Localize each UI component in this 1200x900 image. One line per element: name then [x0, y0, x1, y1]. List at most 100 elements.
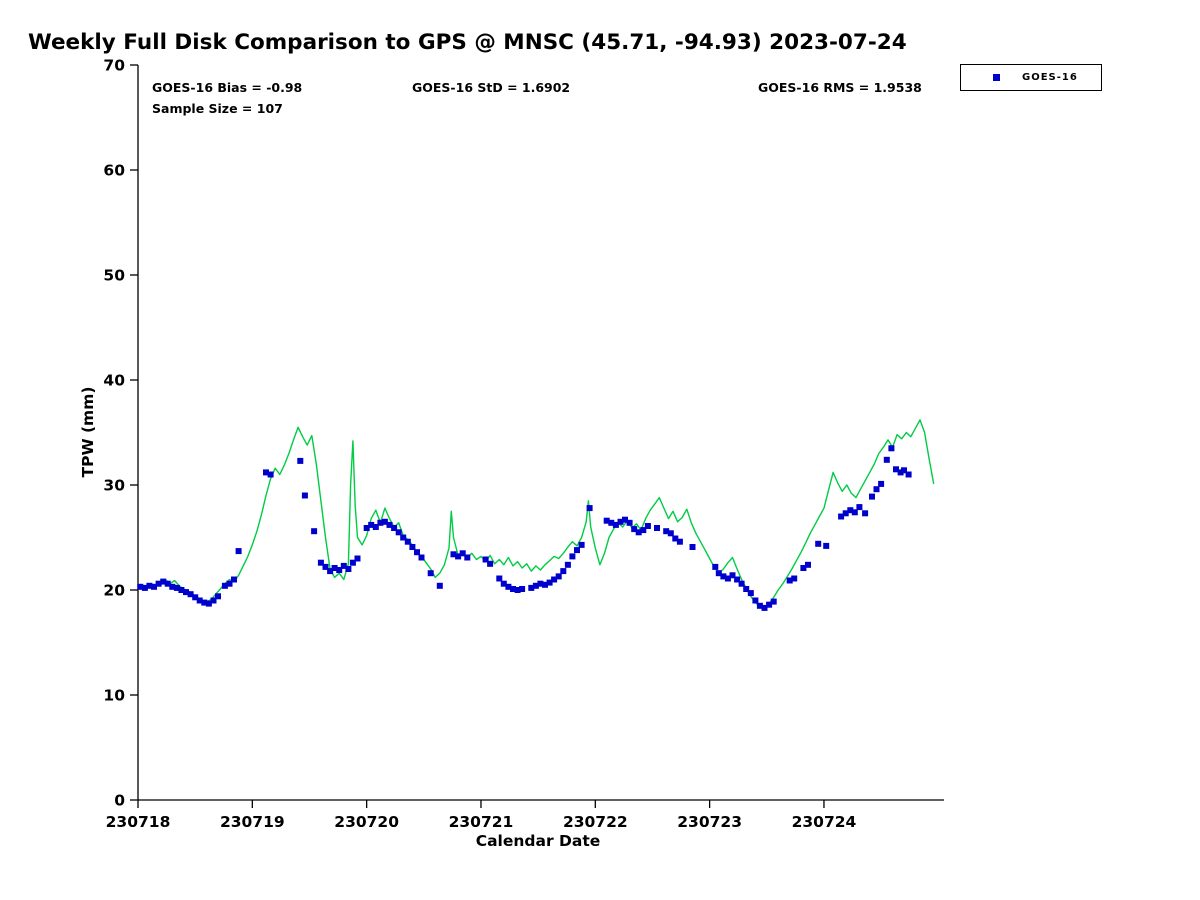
goes16-data-point: [201, 599, 208, 606]
goes16-data-point: [340, 562, 347, 569]
goes16-data-point: [640, 527, 647, 534]
goes16-data-point: [336, 567, 343, 573]
goes16-data-point: [505, 583, 512, 590]
goes16-data-point: [381, 518, 388, 525]
goes16-data-point: [663, 528, 670, 535]
goes16-data-point: [770, 598, 777, 605]
goes16-data-point: [137, 583, 144, 590]
goes16-data-point: [450, 551, 457, 558]
annotation-sample-size: Sample Size = 107: [152, 101, 283, 116]
y-tick-label: 20: [103, 582, 125, 600]
goes16-data-point: [761, 604, 768, 611]
goes16-data-point: [404, 538, 411, 545]
annotation-bias: GOES-16 Bias = -0.98: [152, 80, 303, 95]
goes16-data-point: [427, 570, 434, 577]
goes16-data-point: [729, 572, 736, 579]
goes16-data-point: [196, 597, 203, 604]
goes16-data-point: [528, 584, 535, 591]
goes16-data-point: [192, 594, 199, 601]
goes16-data-point: [766, 601, 773, 608]
goes16-data-point: [496, 575, 503, 582]
legend-label: GOES-16: [1022, 72, 1078, 83]
goes16-data-point: [603, 517, 610, 524]
goes16-data-point: [715, 570, 722, 577]
goes16-data-point: [221, 582, 228, 589]
goes16-data-point: [546, 579, 553, 586]
y-tick-label: 30: [103, 477, 125, 495]
goes16-data-point: [226, 580, 233, 587]
y-axis-label: TPW (mm): [79, 386, 97, 478]
goes16-data-point: [555, 573, 562, 580]
goes16-data-point: [667, 530, 674, 537]
x-tick-label: 230718: [106, 813, 171, 831]
goes16-data-point: [672, 535, 679, 542]
y-tick-label: 70: [103, 57, 125, 75]
goes16-data-point: [676, 538, 683, 545]
goes16-data-point: [842, 510, 849, 517]
goes16-data-point: [897, 469, 904, 476]
goes16-data-point: [231, 576, 237, 583]
goes16-data-point: [838, 513, 845, 520]
goes16-data-point: [712, 563, 719, 570]
goes16-data-point: [869, 493, 875, 500]
goes16-data-point: [464, 554, 471, 561]
goes16-data-point: [141, 584, 148, 591]
goes16-data-point: [747, 590, 754, 597]
goes16-data-point: [569, 553, 576, 560]
goes16-data-point: [612, 521, 619, 528]
goes16-data-point: [626, 519, 633, 526]
goes16-data-point: [791, 575, 798, 582]
goes16-data-point: [537, 580, 544, 587]
goes16-data-point: [720, 573, 727, 580]
goes16-data-point: [311, 528, 318, 535]
goes16-data-point: [901, 467, 907, 474]
goes16-data-point: [155, 580, 162, 587]
goes16-data-point: [391, 525, 398, 531]
goes16-data-point: [542, 581, 548, 588]
y-tick-label: 10: [103, 687, 125, 705]
goes16-data-point: [395, 529, 402, 536]
goes16-data-point: [815, 540, 822, 547]
goes16-data-point: [578, 541, 585, 548]
goes16-data-point: [210, 597, 217, 604]
y-tick-label: 40: [103, 372, 125, 390]
goes16-data-point: [586, 505, 593, 512]
gps-line-series: [137, 419, 935, 609]
goes16-data-point: [368, 521, 375, 528]
goes16-data-point: [635, 529, 642, 536]
goes16-data-point: [386, 521, 393, 528]
goes16-data-point: [327, 568, 334, 575]
goes16-data-point: [532, 582, 539, 589]
goes16-data-point: [500, 580, 507, 587]
goes16-data-point: [331, 565, 338, 571]
y-tick-label: 50: [103, 267, 125, 285]
goes16-data-point: [235, 548, 242, 555]
goes16-data-point: [724, 575, 731, 582]
goes16-data-point: [514, 587, 521, 593]
goes16-data-point: [851, 509, 858, 516]
goes16-data-point: [752, 597, 759, 604]
square-marker-icon: [993, 74, 1000, 81]
goes16-data-point: [878, 480, 885, 487]
y-tick-label: 60: [103, 162, 125, 180]
goes16-data-point: [345, 566, 352, 572]
x-tick-label: 230719: [220, 813, 285, 831]
goes16-data-point: [349, 559, 356, 566]
goes16-data-point: [409, 544, 416, 550]
goes16-data-point: [617, 518, 624, 525]
goes16-data-point: [436, 582, 443, 589]
goes16-data-point: [786, 577, 793, 584]
goes16-data-point: [756, 602, 763, 609]
goes16-data-point: [689, 544, 696, 550]
goes16-data-point: [551, 576, 558, 583]
goes16-data-point: [418, 554, 425, 561]
goes16-data-point: [187, 591, 194, 598]
goes16-data-point: [263, 469, 269, 476]
goes16-data-point: [883, 456, 890, 463]
goes16-data-point: [644, 523, 651, 529]
goes16-data-point: [354, 555, 361, 562]
x-tick-label: 230723: [677, 813, 742, 831]
goes16-data-point: [363, 525, 370, 531]
